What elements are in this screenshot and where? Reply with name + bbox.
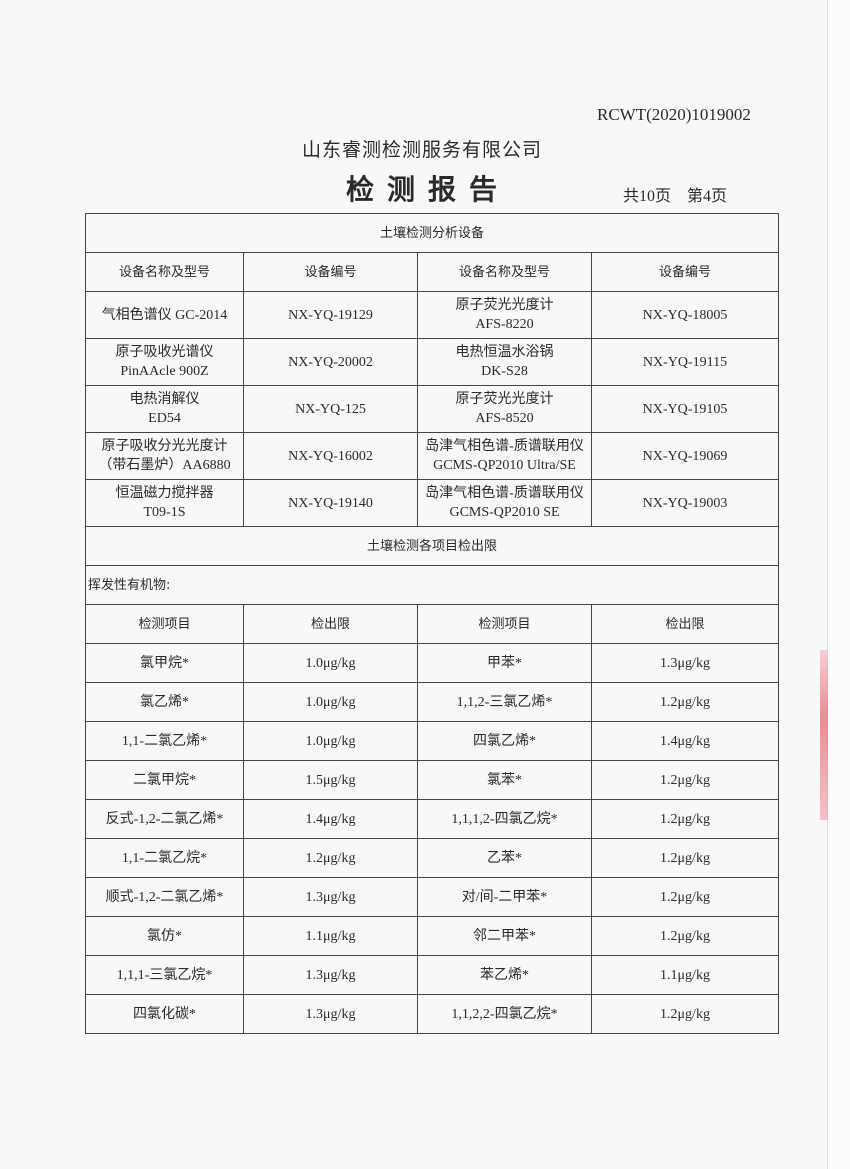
equipment-row: 原子吸收分光光度计 （带石墨炉）AA6880 NX-YQ-16002 岛津气相色谱-…: [85, 432, 780, 480]
equipment-header-row: 设备名称及型号 设备编号 设备名称及型号 设备编号: [85, 252, 780, 292]
equipment-id: NX-YQ-125: [243, 385, 418, 433]
detection-limit: 1.1μg/kg: [243, 916, 418, 956]
analyte-name: 二氯甲烷*: [85, 760, 244, 800]
detection-limit: 1.4μg/kg: [590, 721, 780, 761]
category-label: 挥发性有机物:: [84, 565, 780, 605]
column-header: 设备名称及型号: [85, 252, 244, 292]
analyte-name: 甲苯*: [417, 643, 592, 683]
detection-limit: 1.2μg/kg: [590, 994, 780, 1034]
detection-limit: 1.3μg/kg: [243, 955, 418, 995]
detection-limit: 1.2μg/kg: [590, 916, 780, 956]
equipment-name: 岛津气相色谱-质谱联用仪 GCMS-QP2010 Ultra/SE: [417, 432, 592, 480]
equipment-id: NX-YQ-16002: [243, 432, 418, 480]
equipment-name: 原子荧光光度计 AFS-8520: [417, 385, 592, 433]
company-name: 山东睿测检测服务有限公司: [302, 139, 543, 161]
detection-limit: 1.2μg/kg: [590, 682, 780, 722]
detection-limit: 1.0μg/kg: [243, 682, 418, 722]
limit-row: 氯甲烷* 1.0μg/kg 甲苯* 1.3μg/kg: [85, 643, 780, 683]
limit-row: 顺式-1,2-二氯乙烯* 1.3μg/kg 对/间-二甲苯* 1.2μg/kg: [85, 877, 780, 917]
column-header: 设备编号: [590, 252, 780, 292]
detection-limit: 1.2μg/kg: [243, 838, 418, 878]
detection-limit: 1.0μg/kg: [243, 643, 418, 683]
equipment-name: 气相色谱仪 GC-2014: [85, 291, 244, 339]
detection-limit: 1.3μg/kg: [243, 994, 418, 1034]
equipment-name: 原子吸收分光光度计 （带石墨炉）AA6880: [85, 432, 244, 480]
report-code: RCWT(2020)1019002: [597, 105, 751, 124]
seal-stamp-fragment: [820, 650, 828, 820]
detection-limit: 1.2μg/kg: [590, 760, 780, 800]
report-table: 土壤检测分析设备 设备名称及型号 设备编号 设备名称及型号 设备编号 气相色谱仪…: [84, 213, 780, 1034]
equipment-name: 恒温磁力搅拌器 T09-1S: [85, 479, 244, 527]
page-total: 共10页: [623, 188, 672, 205]
analyte-name: 顺式-1,2-二氯乙烯*: [85, 877, 244, 917]
page-current: 第4页: [687, 188, 728, 205]
equipment-row: 原子吸收光谱仪 PinAAcle 900Z NX-YQ-20002 电热恒温水浴锅 …: [85, 338, 780, 386]
column-header: 设备名称及型号: [417, 252, 592, 292]
column-header: 检出限: [243, 604, 418, 644]
equipment-id: NX-YQ-20002: [243, 338, 418, 386]
detection-limit: 1.2μg/kg: [590, 838, 780, 878]
limit-row: 四氯化碳* 1.3μg/kg 1,1,2,2-四氯乙烷* 1.2μg/kg: [85, 994, 780, 1034]
analyte-name: 1,1,1,2-四氯乙烷*: [417, 799, 592, 839]
limits-section-title: 土壤检测各项目检出限: [84, 526, 780, 566]
analyte-name: 反式-1,2-二氯乙烯*: [85, 799, 244, 839]
report-title: 检测报告: [346, 173, 511, 206]
analyte-name: 对/间-二甲苯*: [417, 877, 592, 917]
equipment-row: 恒温磁力搅拌器 T09-1S NX-YQ-19140 岛津气相色谱-质谱联用仪 GC…: [85, 479, 780, 527]
limit-row: 氯仿* 1.1μg/kg 邻二甲苯* 1.2μg/kg: [85, 916, 780, 956]
analyte-name: 氯苯*: [417, 760, 592, 800]
analyte-name: 1,1,2-三氯乙烯*: [417, 682, 592, 722]
limit-row: 1,1,1-三氯乙烷* 1.3μg/kg 苯乙烯* 1.1μg/kg: [85, 955, 780, 995]
limit-row: 二氯甲烷* 1.5μg/kg 氯苯* 1.2μg/kg: [85, 760, 780, 800]
analyte-name: 1,1-二氯乙烷*: [85, 838, 244, 878]
limit-row: 氯乙烯* 1.0μg/kg 1,1,2-三氯乙烯* 1.2μg/kg: [85, 682, 780, 722]
equipment-name: 原子吸收光谱仪 PinAAcle 900Z: [85, 338, 244, 386]
equipment-id: NX-YQ-19069: [590, 432, 780, 480]
column-header: 检测项目: [85, 604, 244, 644]
analyte-name: 1,1-二氯乙烯*: [85, 721, 244, 761]
detection-limit: 1.1μg/kg: [590, 955, 780, 995]
column-header: 设备编号: [243, 252, 418, 292]
equipment-section-title: 土壤检测分析设备: [84, 213, 780, 253]
scan-page-edge: [827, 0, 850, 1169]
equipment-name: 电热消解仪 ED54: [85, 385, 244, 433]
analyte-name: 氯乙烯*: [85, 682, 244, 722]
detection-limit: 1.5μg/kg: [243, 760, 418, 800]
detection-limit: 1.3μg/kg: [590, 643, 780, 683]
equipment-row: 电热消解仪 ED54 NX-YQ-125 原子荧光光度计 AFS-8520 NX-YQ…: [85, 385, 780, 433]
column-header: 检测项目: [417, 604, 592, 644]
limits-header-row: 检测项目 检出限 检测项目 检出限: [85, 604, 780, 644]
equipment-name: 原子荧光光度计 AFS-8220: [417, 291, 592, 339]
analyte-name: 四氯化碳*: [85, 994, 244, 1034]
analyte-name: 四氯乙烯*: [417, 721, 592, 761]
detection-limit: 1.0μg/kg: [243, 721, 418, 761]
equipment-id: NX-YQ-19129: [243, 291, 418, 339]
analyte-name: 乙苯*: [417, 838, 592, 878]
limit-row: 1,1-二氯乙烷* 1.2μg/kg 乙苯* 1.2μg/kg: [85, 838, 780, 878]
analyte-name: 苯乙烯*: [417, 955, 592, 995]
detection-limit: 1.2μg/kg: [590, 799, 780, 839]
analyte-name: 1,1,2,2-四氯乙烷*: [417, 994, 592, 1034]
analyte-name: 氯仿*: [85, 916, 244, 956]
detection-limit: 1.4μg/kg: [243, 799, 418, 839]
equipment-row: 气相色谱仪 GC-2014 NX-YQ-19129 原子荧光光度计 AFS-8220…: [85, 291, 780, 339]
analyte-name: 1,1,1-三氯乙烷*: [85, 955, 244, 995]
limit-row: 反式-1,2-二氯乙烯* 1.4μg/kg 1,1,1,2-四氯乙烷* 1.2μg/k…: [85, 799, 780, 839]
equipment-id: NX-YQ-18005: [590, 291, 780, 339]
equipment-name: 岛津气相色谱-质谱联用仪 GCMS-QP2010 SE: [417, 479, 592, 527]
detection-limit: 1.3μg/kg: [243, 877, 418, 917]
limit-row: 1,1-二氯乙烯* 1.0μg/kg 四氯乙烯* 1.4μg/kg: [85, 721, 780, 761]
equipment-name: 电热恒温水浴锅 DK-S28: [417, 338, 592, 386]
page-indicator: 共10页 第4页: [623, 182, 743, 206]
equipment-id: NX-YQ-19003: [590, 479, 780, 527]
equipment-id: NX-YQ-19140: [243, 479, 418, 527]
column-header: 检出限: [590, 604, 780, 644]
equipment-id: NX-YQ-19115: [590, 338, 780, 386]
analyte-name: 氯甲烷*: [85, 643, 244, 683]
analyte-name: 邻二甲苯*: [417, 916, 592, 956]
equipment-id: NX-YQ-19105: [590, 385, 780, 433]
detection-limit: 1.2μg/kg: [590, 877, 780, 917]
